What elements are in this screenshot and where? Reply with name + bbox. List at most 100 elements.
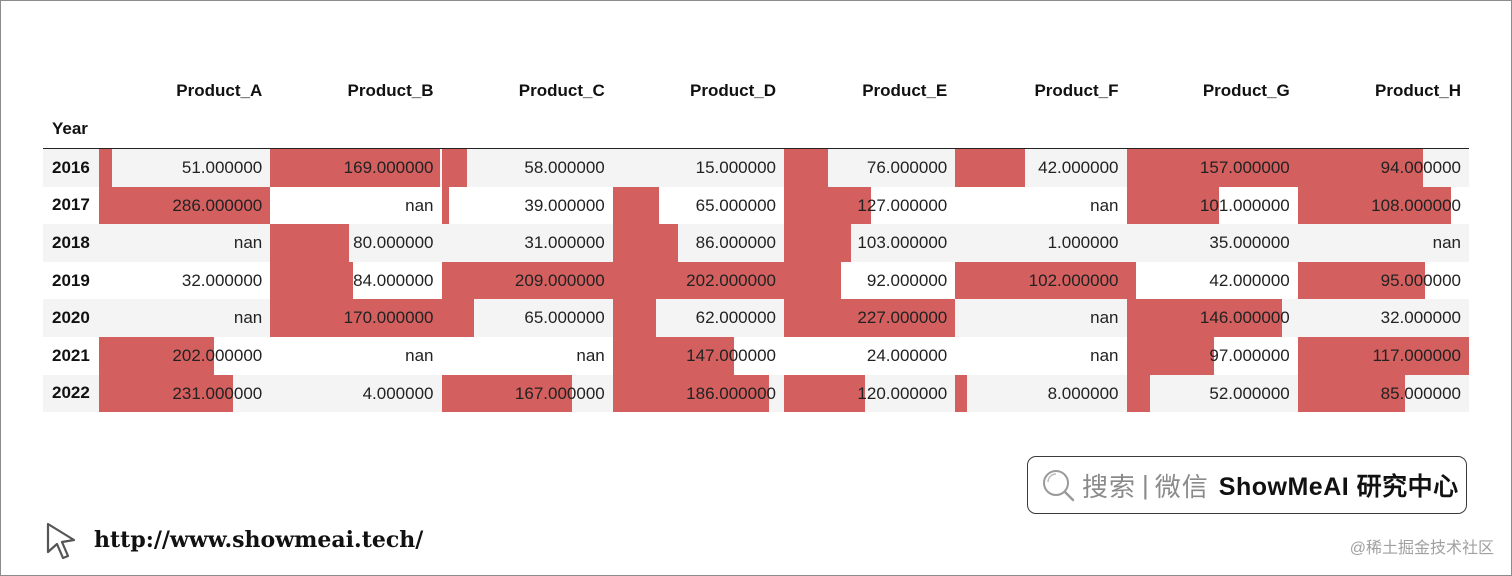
cell-value: 15.000000 bbox=[695, 158, 776, 177]
table-cell: 86.000000 bbox=[612, 224, 784, 262]
value-bar bbox=[441, 186, 450, 225]
value-bar bbox=[270, 299, 442, 337]
index-header-spacer bbox=[1297, 110, 1469, 149]
value-bar bbox=[1126, 186, 1220, 225]
value-bar bbox=[1126, 336, 1214, 375]
table-cell: 15.000000 bbox=[613, 149, 784, 187]
table-cell: 101.000000 bbox=[1126, 186, 1298, 225]
table-body: 2016 51.000000 169.000000 58.000000 15.00000… bbox=[43, 148, 1469, 413]
value-bar bbox=[270, 149, 441, 187]
cell-value: nan bbox=[405, 195, 434, 215]
cell-value: 65.000000 bbox=[524, 308, 605, 328]
row-year: 2018 bbox=[52, 232, 90, 252]
cell-value: 52.000000 bbox=[1209, 383, 1290, 403]
value-bar bbox=[784, 299, 956, 337]
table-cell: 108.000000 bbox=[1297, 186, 1469, 225]
cell-value: 76.000000 bbox=[866, 158, 948, 177]
cell-value: nan bbox=[1090, 345, 1119, 365]
cell-value: 65.000000 bbox=[695, 195, 776, 215]
cell-value: 35.000000 bbox=[1209, 233, 1290, 253]
cell-value: nan bbox=[405, 345, 434, 365]
column-header: Product_H bbox=[1375, 81, 1461, 100]
index-header-spacer bbox=[955, 110, 1127, 149]
table-cell: 8.000000 bbox=[955, 374, 1126, 413]
table-cell: 42.000000 bbox=[1126, 261, 1298, 300]
cell-value: 42.000000 bbox=[1209, 270, 1290, 290]
value-bar bbox=[1297, 374, 1405, 413]
table-cell: 94.000000 bbox=[1297, 149, 1469, 187]
value-bar bbox=[441, 299, 475, 337]
table-cell: 32.000000 bbox=[99, 262, 270, 300]
brand-name: ShowMeAI 研究中心 bbox=[1218, 473, 1459, 501]
cell-value: 62.000000 bbox=[695, 308, 776, 328]
index-name: Year bbox=[43, 110, 99, 149]
cell-value: 202.000000 bbox=[686, 270, 776, 290]
table-cell: 202.000000 bbox=[612, 261, 784, 300]
cell-value: 92.000000 bbox=[866, 270, 948, 290]
table-cell: 58.000000 bbox=[441, 149, 613, 187]
value-bar bbox=[784, 186, 871, 225]
value-bar bbox=[99, 374, 234, 413]
row-year: 2020 bbox=[52, 308, 90, 328]
table-cell: 117.000000 bbox=[1297, 336, 1469, 375]
table-cell: 76.000000 bbox=[784, 149, 955, 187]
table-cell: 227.000000 bbox=[784, 299, 956, 337]
corner-cell bbox=[43, 72, 99, 110]
value-bar bbox=[612, 261, 784, 300]
value-bar bbox=[612, 299, 656, 337]
cell-value: 167.000000 bbox=[514, 383, 605, 403]
table-cell: 24.000000 bbox=[784, 337, 955, 375]
table-cell: 32.000000 bbox=[1298, 299, 1469, 337]
value-bar bbox=[955, 374, 968, 413]
table-cell: 51.000000 bbox=[99, 149, 270, 187]
table-cell: 65.000000 bbox=[441, 299, 613, 337]
cell-value: nan bbox=[233, 233, 263, 253]
cell-value: 286.000000 bbox=[172, 195, 263, 215]
table-row: 2022 231.000000 4.000000 167.000000 186.0000… bbox=[43, 374, 1469, 413]
column-header: Product_C bbox=[518, 81, 605, 100]
cell-value: 231.000000 bbox=[172, 383, 263, 403]
table-cell: 169.000000 bbox=[270, 149, 441, 187]
cell-value: 147.000000 bbox=[686, 345, 776, 365]
cell-value: 209.000000 bbox=[514, 270, 605, 290]
cell-value: 80.000000 bbox=[353, 233, 434, 253]
index-header-spacer bbox=[1126, 110, 1298, 149]
table-row: 2016 51.000000 169.000000 58.000000 15.00000… bbox=[43, 148, 1469, 187]
table-cell: nan bbox=[270, 337, 441, 375]
cell-value: 94.000000 bbox=[1380, 158, 1461, 177]
table-cell: 42.000000 bbox=[955, 149, 1126, 187]
styled-dataframe: Product_A Product_B Product_C Product_D Prod… bbox=[43, 72, 1469, 413]
index-header-row: Year bbox=[43, 110, 1469, 149]
table-cell: 202.000000 bbox=[99, 336, 270, 375]
cell-value: 108.000000 bbox=[1371, 195, 1461, 215]
index-header-spacer bbox=[784, 110, 956, 149]
value-bar bbox=[270, 224, 349, 262]
table-row: 2020 nan 170.000000 65.000000 62.000000 227.0… bbox=[43, 299, 1469, 337]
cell-value: 169.000000 bbox=[343, 158, 434, 177]
row-year: 2021 bbox=[52, 345, 90, 365]
table-cell: 84.000000 bbox=[270, 261, 441, 300]
row-year: 2017 bbox=[52, 195, 90, 215]
wechat-search-badge: 搜索 | 微信 ShowMeAI 研究中心 bbox=[1027, 456, 1467, 514]
table-row: 2017 286.000000 nan 39.000000 65.000000 127.0… bbox=[43, 186, 1469, 225]
column-header: Product_G bbox=[1202, 81, 1290, 100]
cell-value: 186.000000 bbox=[686, 383, 776, 403]
value-bar bbox=[612, 336, 734, 375]
table-cell: nan bbox=[442, 337, 613, 375]
value-bar bbox=[441, 149, 468, 187]
value-bar bbox=[955, 261, 1127, 300]
table-cell: 4.000000 bbox=[270, 375, 441, 413]
table-cell: nan bbox=[99, 299, 270, 337]
table-cell: nan bbox=[1298, 224, 1469, 262]
table-cell: 103.000000 bbox=[784, 224, 955, 262]
value-bar bbox=[784, 374, 865, 413]
cell-value: 85.000000 bbox=[1380, 383, 1461, 403]
table-cell: 157.000000 bbox=[1126, 149, 1298, 187]
value-bar bbox=[1297, 261, 1425, 300]
site-url[interactable]: http://www.showmeai.tech/ bbox=[94, 527, 424, 553]
cell-value: 24.000000 bbox=[866, 345, 948, 365]
value-bar bbox=[441, 374, 573, 413]
cell-value: 202.000000 bbox=[172, 345, 263, 365]
table-cell: 147.000000 bbox=[612, 336, 784, 375]
value-bar bbox=[784, 261, 842, 300]
